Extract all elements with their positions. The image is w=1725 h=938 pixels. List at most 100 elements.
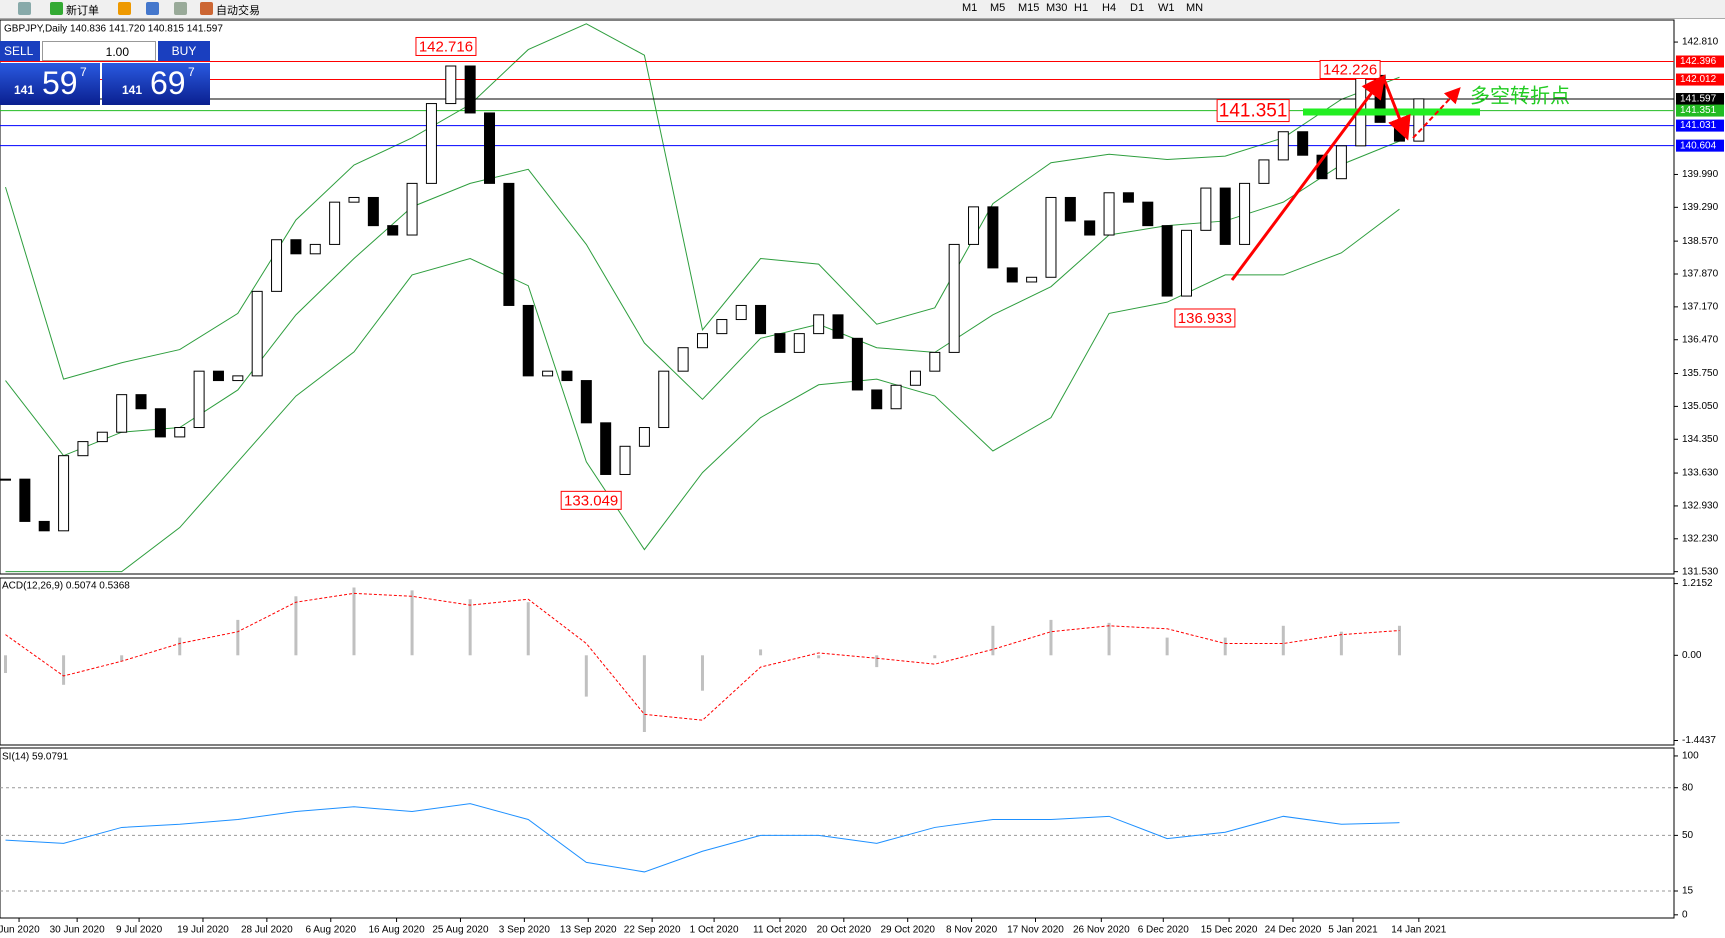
buy-price[interactable]: 141 69 7 xyxy=(102,63,210,105)
x-tick-label: 28 Jul 2020 xyxy=(241,925,293,936)
x-tick-label: 3 Sep 2020 xyxy=(499,925,551,936)
annotation-box xyxy=(1319,59,1381,79)
candle xyxy=(329,201,341,245)
price-tag-label: 141.597 xyxy=(1680,94,1717,105)
timeframe-button[interactable]: M5 xyxy=(990,2,1006,14)
annotation-box xyxy=(415,36,477,56)
candle xyxy=(212,370,224,382)
y-tick-label: 0.00 xyxy=(1682,650,1702,661)
candle xyxy=(1277,131,1289,161)
x-tick-label: 9 Jul 2020 xyxy=(116,925,163,936)
y-tick-label: 137.870 xyxy=(1682,269,1719,280)
trade-panel: SELL 1.00 BUY 141 59 7 141 69 7 xyxy=(0,41,210,105)
candle xyxy=(871,389,883,410)
icon[interactable] xyxy=(118,2,131,15)
x-tick-label: 15 Dec 2020 xyxy=(1201,925,1258,936)
y-tick-label: 133.630 xyxy=(1682,468,1719,479)
candle xyxy=(813,314,825,335)
timeframe-button[interactable]: MN xyxy=(1186,2,1204,14)
candle xyxy=(251,290,263,377)
x-tick-label: 17 Nov 2020 xyxy=(1007,925,1064,936)
candle xyxy=(832,314,844,339)
x-tick-label: 8 Nov 2020 xyxy=(946,925,998,936)
buy-button[interactable]: BUY xyxy=(158,41,210,61)
auto-trading[interactable]: 自动交易 xyxy=(216,5,260,17)
toolbar: 新订单 自动交易 M1 M5 M15 M30 H1 H4 D1 W1 MN xyxy=(0,0,1725,19)
annotation-label: 142.716 xyxy=(419,38,473,55)
candle xyxy=(774,333,786,353)
candle xyxy=(96,431,108,443)
timeframe-button[interactable]: M30 xyxy=(1046,2,1068,14)
candle xyxy=(1200,187,1212,231)
sell-big: 141 xyxy=(14,83,35,97)
x-tick-label: 26 Nov 2020 xyxy=(1073,925,1130,936)
y-tick-label: 15 xyxy=(1682,886,1694,897)
band-upper xyxy=(5,23,1400,380)
candle xyxy=(484,112,496,184)
candle xyxy=(658,370,670,429)
timeframe-button[interactable]: H4 xyxy=(1102,2,1117,14)
x-tick-label: 22 Sep 2020 xyxy=(624,925,681,936)
timeframe-button[interactable]: H1 xyxy=(1074,2,1089,14)
candle xyxy=(348,196,360,203)
x-tick-label: 5 Jan 2021 xyxy=(1328,925,1378,936)
y-tick-label: 139.290 xyxy=(1682,202,1719,213)
y-tick-label: 136.470 xyxy=(1682,334,1719,345)
candle xyxy=(1084,220,1096,236)
sell-price[interactable]: 141 59 7 xyxy=(0,63,100,105)
candle xyxy=(1239,182,1251,245)
candle xyxy=(619,445,631,475)
candle xyxy=(1413,98,1425,142)
icon[interactable] xyxy=(200,2,213,15)
sell-button[interactable]: SELL xyxy=(0,41,40,61)
x-tick-label: 20 Oct 2020 xyxy=(817,925,872,936)
timeframe-button[interactable]: M15 xyxy=(1018,2,1040,14)
icon[interactable] xyxy=(146,2,159,15)
candle xyxy=(851,337,863,391)
candle xyxy=(503,182,515,306)
candle xyxy=(948,243,960,353)
candle xyxy=(968,206,980,245)
timeframe-button[interactable]: M1 xyxy=(962,2,978,14)
y-tick-label: 132.230 xyxy=(1682,533,1719,544)
candle xyxy=(735,304,747,321)
annotation-label: 136.933 xyxy=(1178,310,1232,327)
candle xyxy=(19,478,31,522)
x-tick-label: 25 Aug 2020 xyxy=(432,925,489,936)
price-tag xyxy=(1676,73,1724,86)
candle xyxy=(638,427,650,447)
annotation-box xyxy=(1174,308,1236,328)
x-tick-label: 19 Jul 2020 xyxy=(177,925,229,936)
timeframe-button[interactable]: D1 xyxy=(1130,2,1145,14)
candle xyxy=(696,333,708,349)
candle xyxy=(1180,229,1192,297)
icon[interactable] xyxy=(18,2,31,15)
note: 多空转折点 xyxy=(1470,84,1570,107)
candle xyxy=(154,408,166,438)
annotation-label: 142.226 xyxy=(1323,61,1377,78)
candle xyxy=(174,427,186,438)
candle xyxy=(58,455,70,532)
y-tick-label: 138.570 xyxy=(1682,236,1719,247)
timeframe-button[interactable]: W1 xyxy=(1158,2,1175,14)
price-tag-label: 142.012 xyxy=(1680,74,1717,85)
candle xyxy=(929,351,941,372)
y-tick-label: 139.990 xyxy=(1682,169,1719,180)
candle xyxy=(755,304,767,335)
buy-pips: 69 xyxy=(150,65,186,101)
lots-input[interactable]: 1.00 xyxy=(42,41,156,61)
buy-big: 141 xyxy=(122,83,143,97)
candle xyxy=(1026,276,1038,283)
new-order[interactable]: 新订单 xyxy=(66,5,99,17)
icon[interactable] xyxy=(50,2,63,15)
macd-panel xyxy=(0,577,1675,746)
buy-frac: 7 xyxy=(188,65,195,79)
candle xyxy=(193,370,205,429)
candle xyxy=(1258,159,1270,184)
price-tag xyxy=(1676,93,1724,106)
icon[interactable] xyxy=(174,2,187,15)
candle xyxy=(1142,201,1154,227)
rsi-panel xyxy=(0,747,1675,919)
candle xyxy=(367,196,379,227)
